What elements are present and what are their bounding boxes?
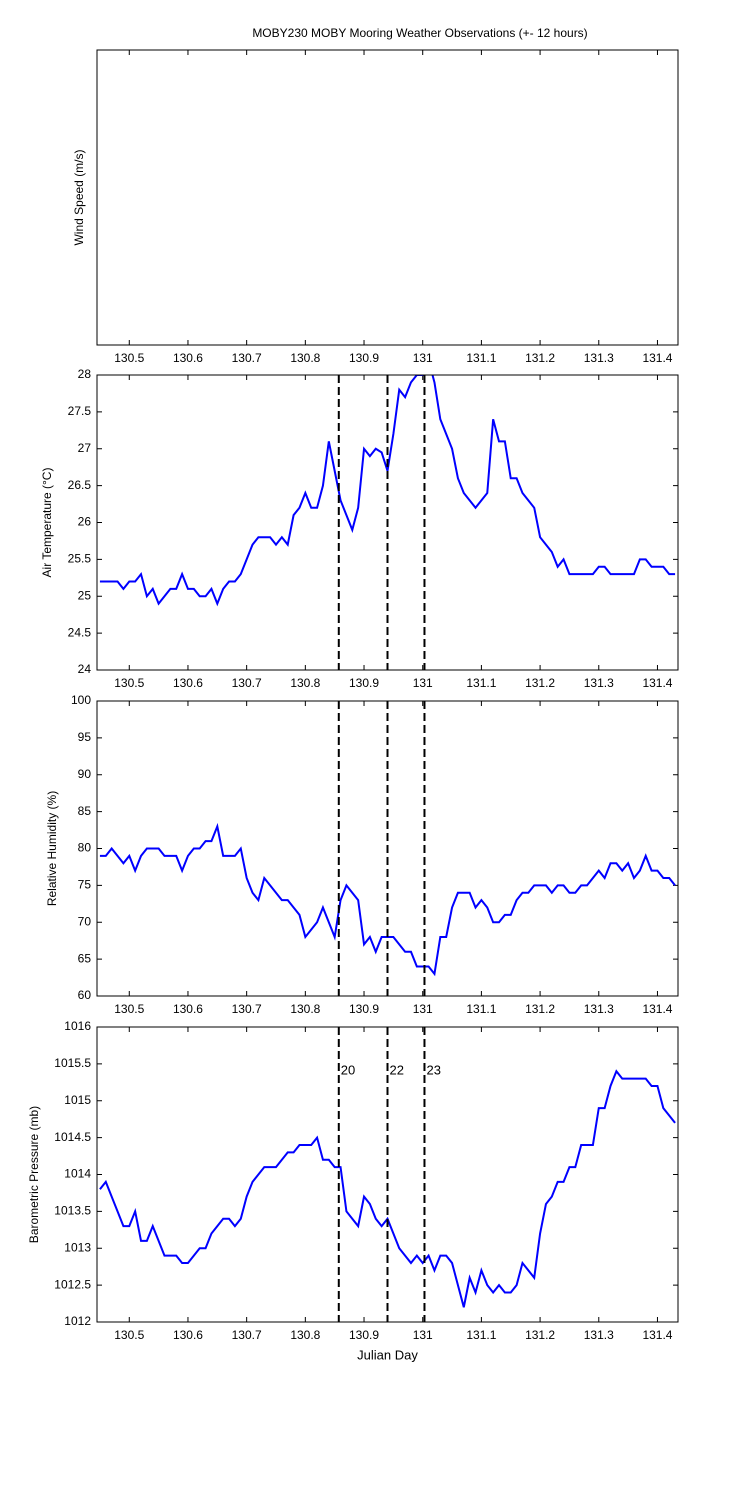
x-tick-label: 131.2 [525,1328,555,1342]
x-tick-label: 131.2 [525,676,555,690]
x-tick-label: 130.8 [290,1002,320,1016]
y-tick-label: 1012 [64,1314,91,1328]
data-line [99,375,676,607]
annotation: 22 [390,1063,404,1078]
x-tick-label: 131 [413,1002,433,1016]
x-tick-label: 130.6 [173,676,203,690]
y-tick-label: 100 [71,693,91,707]
x-tick-label: 131 [413,351,433,365]
y-tick-label: 26 [78,515,92,529]
y-tick-label: 25.5 [68,552,92,566]
y-tick-label: 27 [78,441,92,455]
x-tick-label: 130.6 [173,1002,203,1016]
y-tick-label: 1014.5 [54,1130,91,1144]
x-tick-label: 130.5 [114,351,144,365]
x-tick-label: 130.6 [173,1328,203,1342]
x-tick-label: 130.9 [349,676,379,690]
x-tick-label: 130.7 [232,676,262,690]
x-tick-label: 131.3 [584,1328,614,1342]
plot-frame [96,374,679,671]
annotation: 23 [426,1063,440,1078]
plot-frame [96,49,679,346]
x-tick-label: 130.5 [114,676,144,690]
y-tick-label: 26.5 [68,478,92,492]
x-tick-label: 131.4 [642,1002,672,1016]
x-tick-label: 130.8 [290,676,320,690]
x-tick-label: 131.2 [525,351,555,365]
y-tick-label: 60 [78,988,92,1002]
x-tick-label: 130.9 [349,1002,379,1016]
x-tick-label: 131.1 [466,351,496,365]
y-tick-label: 1013 [64,1240,91,1254]
x-tick-label: 131.3 [584,676,614,690]
data-line [99,1069,676,1308]
x-tick-label: 130.9 [349,351,379,365]
y-tick-label: 1015 [64,1093,91,1107]
x-tick-label: 131.4 [642,676,672,690]
x-tick-label: 130.8 [290,1328,320,1342]
x-tick-label: 131.4 [642,1328,672,1342]
y-tick-label: 70 [78,914,92,928]
x-tick-label: 131.2 [525,1002,555,1016]
y-tick-label: 28 [78,367,92,381]
y-tick-label: 25 [78,588,92,602]
y-tick-label: 80 [78,841,92,855]
x-tick-label: 131.3 [584,1002,614,1016]
x-tick-label: 130.8 [290,351,320,365]
y-tick-label: 95 [78,730,92,744]
x-tick-label: 130.5 [114,1002,144,1016]
chart-title: MOBY230 MOBY Mooring Weather Observation… [252,26,587,40]
annotation: 20 [341,1063,355,1078]
x-tick-label: 130.7 [232,1328,262,1342]
x-tick-label: 130.5 [114,1328,144,1342]
x-tick-label: 131.1 [466,1328,496,1342]
y-axis-label: Wind Speed (m/s) [72,149,86,245]
y-tick-label: 1012.5 [54,1277,91,1291]
plot-frame [96,1026,679,1323]
y-tick-label: 90 [78,767,92,781]
x-axis-label: Julian Day [357,1347,418,1362]
plot-frame [96,700,679,997]
y-tick-label: 24.5 [68,625,92,639]
x-tick-label: 130.6 [173,351,203,365]
y-tick-label: 1016 [64,1019,91,1033]
x-tick-label: 131.4 [642,351,672,365]
y-tick-label: 75 [78,878,92,892]
y-axis-label: Barometric Pressure (mb) [27,1106,41,1243]
x-tick-label: 131 [413,676,433,690]
y-tick-label: 1015.5 [54,1056,91,1070]
x-tick-label: 130.7 [232,1002,262,1016]
x-tick-label: 131 [413,1328,433,1342]
x-tick-label: 131.3 [584,351,614,365]
y-axis-label: Air Temperature (°C) [40,468,54,578]
x-tick-label: 131.1 [466,1002,496,1016]
y-tick-label: 1013.5 [54,1204,91,1218]
y-tick-label: 1014 [64,1167,91,1181]
y-tick-label: 85 [78,804,92,818]
x-tick-label: 131.1 [466,676,496,690]
x-tick-label: 130.7 [232,351,262,365]
y-tick-label: 65 [78,951,92,965]
y-tick-label: 27.5 [68,404,92,418]
x-tick-label: 130.9 [349,1328,379,1342]
y-axis-label: Relative Humidity (%) [45,791,59,906]
y-tick-label: 24 [78,662,92,676]
